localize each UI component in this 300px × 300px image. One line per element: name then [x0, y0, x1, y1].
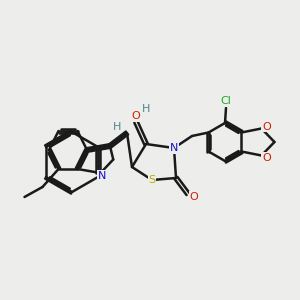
Text: O: O: [262, 152, 271, 163]
Text: O: O: [132, 111, 140, 121]
Text: N: N: [170, 143, 178, 153]
Text: H: H: [113, 122, 121, 132]
Text: N: N: [98, 171, 107, 181]
Text: O: O: [262, 122, 271, 131]
Text: Cl: Cl: [220, 96, 231, 106]
Text: H: H: [142, 104, 150, 114]
Text: S: S: [148, 175, 156, 185]
Text: O: O: [190, 192, 198, 202]
